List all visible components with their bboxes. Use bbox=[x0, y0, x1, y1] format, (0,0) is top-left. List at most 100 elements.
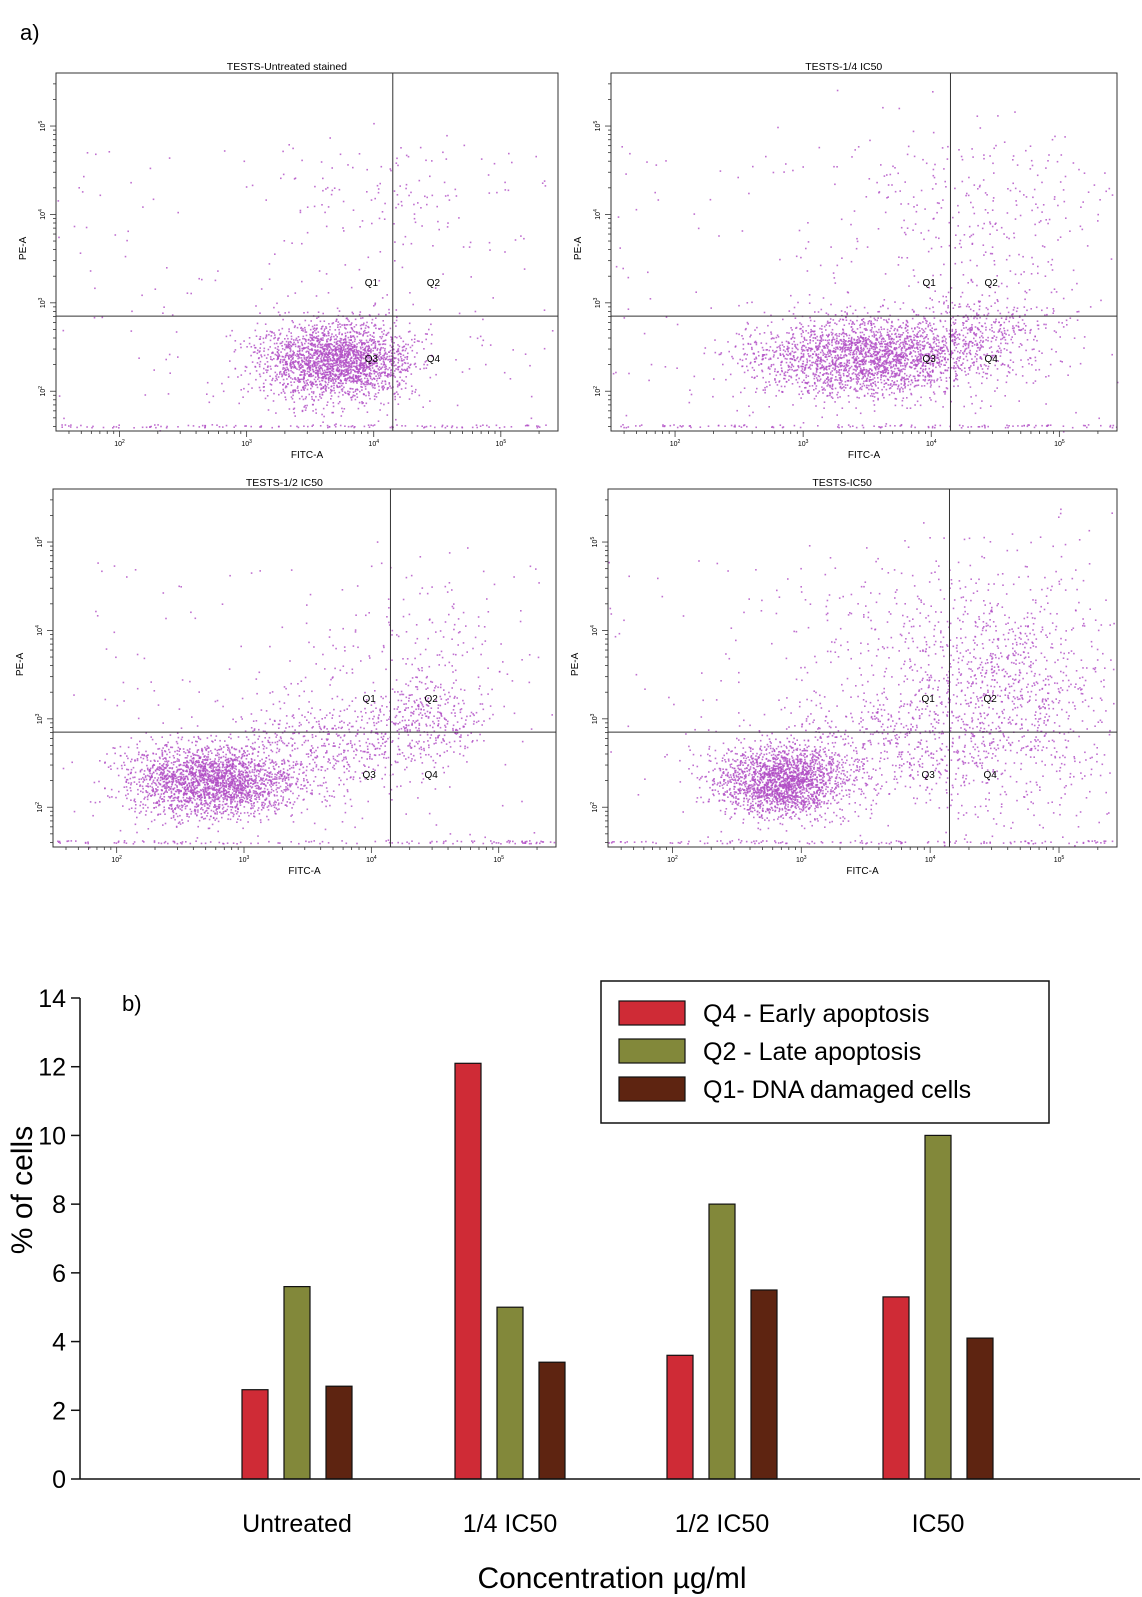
quadrant-label-q4: Q4 bbox=[427, 354, 441, 365]
flow-y-axis-label: PE-A bbox=[573, 236, 584, 260]
quadrant-label-q3: Q3 bbox=[922, 354, 936, 365]
quadrant-label-q1: Q1 bbox=[365, 278, 379, 289]
flow-x-axis-label: FITC-A bbox=[288, 866, 321, 877]
panel-a-label: a) bbox=[20, 20, 40, 45]
quadrant-label-q2: Q2 bbox=[984, 278, 998, 289]
flow-y-tick-label: 102 bbox=[38, 386, 47, 397]
legend: Q4 - Early apoptosis Q2 - Late apoptosis Q… bbox=[600, 980, 1050, 1124]
flow-y-ticks: 102 103 104 105 bbox=[38, 83, 56, 427]
legend-entry: Q4 - Early apoptosis bbox=[703, 1000, 930, 1028]
flow-x-tick-label: 105 bbox=[496, 439, 507, 448]
x-tick-label: 1/4 IC50 bbox=[463, 1510, 558, 1538]
flow-x-tick-label: 102 bbox=[667, 855, 678, 864]
flow-plots-group: TESTS-Untreated stained Q1 Q2 Q3 Q4 102 103 104… bbox=[15, 61, 1119, 877]
quadrant-label-q4: Q4 bbox=[984, 354, 998, 365]
bar-1-4-ic50-series-2 bbox=[496, 1306, 524, 1480]
flow-x-tick-label: 102 bbox=[670, 439, 681, 448]
flow-y-tick-label: 103 bbox=[38, 297, 47, 308]
y-tick-label: 4 bbox=[52, 1329, 66, 1357]
quadrant-label-q4: Q4 bbox=[424, 770, 438, 781]
flow-plot-title: TESTS-Untreated stained bbox=[227, 61, 347, 73]
bar-chart-group: b) 0 2 4 6 8 10 12 14 Untreated 1/4 IC50 1/2 IC50 IC… bbox=[6, 980, 1140, 1595]
flow-events bbox=[612, 89, 1119, 433]
bar-ic50-series-1 bbox=[882, 1296, 910, 1480]
bar-1-2-ic50-series-2 bbox=[708, 1203, 736, 1480]
quadrant-label-q2: Q2 bbox=[983, 694, 997, 705]
flow-x-tick-label: 103 bbox=[798, 439, 809, 448]
legend-entry: Q2 - Late apoptosis bbox=[703, 1038, 921, 1066]
bar-1-2-ic50-series-3 bbox=[750, 1289, 778, 1480]
flow-y-tick-label: 102 bbox=[35, 802, 44, 813]
flow-x-tick-label: 104 bbox=[926, 439, 937, 448]
flow-x-axis-label: FITC-A bbox=[291, 450, 324, 461]
flow-events bbox=[57, 122, 554, 432]
quadrant-label-q1: Q1 bbox=[922, 278, 936, 289]
flow-x-ticks: 102 103 104 105 bbox=[65, 847, 538, 864]
flow-x-tick-label: 103 bbox=[239, 855, 250, 864]
panel-b-label: b) bbox=[122, 991, 142, 1016]
flow-plot-frame bbox=[55, 72, 559, 432]
flow-plot-title: TESTS-1/4 IC50 bbox=[805, 61, 882, 73]
bar-1-4-ic50-series-1 bbox=[454, 1062, 482, 1480]
flow-y-ticks: 102 103 104 105 bbox=[35, 499, 53, 843]
bar-untreated-series-2 bbox=[283, 1285, 311, 1480]
quadrant-label-q1: Q1 bbox=[921, 694, 935, 705]
flow-x-axis-label: FITC-A bbox=[848, 450, 881, 461]
flow-plot-3: TESTS-1/2 IC50 Q1 Q2 Q3 Q4 102 103 104 105 102 103… bbox=[15, 477, 557, 877]
flow-y-axis-label: PE-A bbox=[18, 236, 29, 260]
y-tick-label: 8 bbox=[52, 1191, 66, 1219]
flow-plot-frame bbox=[607, 488, 1118, 848]
x-tick-label: IC50 bbox=[912, 1510, 965, 1538]
flow-y-axis-label: PE-A bbox=[15, 652, 26, 676]
flow-y-tick-label: 105 bbox=[35, 537, 44, 548]
y-axis-title: % of cells bbox=[6, 1126, 39, 1254]
bar-ic50-series-3 bbox=[966, 1337, 994, 1480]
legend-swatch bbox=[618, 1076, 686, 1102]
quadrant-label-q2: Q2 bbox=[424, 694, 438, 705]
quadrant-label-q2: Q2 bbox=[427, 278, 441, 289]
flow-y-tick-label: 104 bbox=[590, 625, 599, 636]
flow-x-ticks: 102 103 104 105 bbox=[620, 847, 1099, 864]
flow-x-ticks: 102 103 104 105 bbox=[68, 431, 540, 448]
y-tick-label: 10 bbox=[38, 1122, 66, 1150]
y-tick-label: 12 bbox=[38, 1054, 66, 1082]
flow-x-tick-label: 104 bbox=[368, 439, 379, 448]
flow-plot-title: TESTS-IC50 bbox=[812, 477, 872, 489]
flow-y-ticks: 102 103 104 105 bbox=[590, 499, 608, 843]
flow-x-tick-label: 104 bbox=[366, 855, 377, 864]
flow-x-tick-label: 102 bbox=[114, 439, 125, 448]
legend-swatch bbox=[618, 1000, 686, 1026]
quadrant-label-q3: Q3 bbox=[921, 770, 935, 781]
flow-events bbox=[608, 508, 1115, 847]
y-tick-label: 14 bbox=[38, 985, 66, 1013]
flow-y-tick-label: 102 bbox=[593, 386, 602, 397]
flow-y-tick-label: 102 bbox=[590, 802, 599, 813]
flow-y-tick-label: 104 bbox=[35, 625, 44, 636]
y-tick-label: 6 bbox=[52, 1260, 66, 1288]
bar-1-2-ic50-series-1 bbox=[666, 1354, 694, 1480]
flow-y-tick-label: 103 bbox=[593, 297, 602, 308]
flow-y-tick-label: 104 bbox=[38, 209, 47, 220]
flow-y-tick-label: 105 bbox=[590, 537, 599, 548]
quadrant-label-q1: Q1 bbox=[362, 694, 376, 705]
legend-box bbox=[600, 980, 1050, 1124]
flow-x-ticks: 102 103 104 105 bbox=[623, 431, 1099, 448]
bar-1-4-ic50-series-3 bbox=[538, 1361, 566, 1480]
flow-y-tick-label: 103 bbox=[35, 713, 44, 724]
quadrant-label-q3: Q3 bbox=[362, 770, 376, 781]
flow-plot-1: TESTS-Untreated stained Q1 Q2 Q3 Q4 102 103 104… bbox=[18, 61, 559, 461]
flow-x-tick-label: 105 bbox=[1054, 439, 1065, 448]
flow-x-tick-label: 105 bbox=[493, 855, 504, 864]
y-tick-label: 0 bbox=[52, 1466, 66, 1494]
bar-series-group bbox=[241, 1062, 994, 1480]
flow-x-tick-label: 103 bbox=[796, 855, 807, 864]
flow-plot-2: TESTS-1/4 IC50 Q1 Q2 Q3 Q4 102 103 104 105 102 103… bbox=[573, 61, 1119, 461]
flow-plot-title: TESTS-1/2 IC50 bbox=[246, 477, 323, 489]
flow-y-tick-label: 105 bbox=[593, 121, 602, 132]
legend-entry: Q1- DNA damaged cells bbox=[703, 1076, 971, 1104]
flow-events bbox=[57, 541, 556, 849]
x-tick-label: 1/2 IC50 bbox=[675, 1510, 770, 1538]
flow-x-axis-label: FITC-A bbox=[846, 866, 879, 877]
flow-y-tick-label: 104 bbox=[593, 209, 602, 220]
